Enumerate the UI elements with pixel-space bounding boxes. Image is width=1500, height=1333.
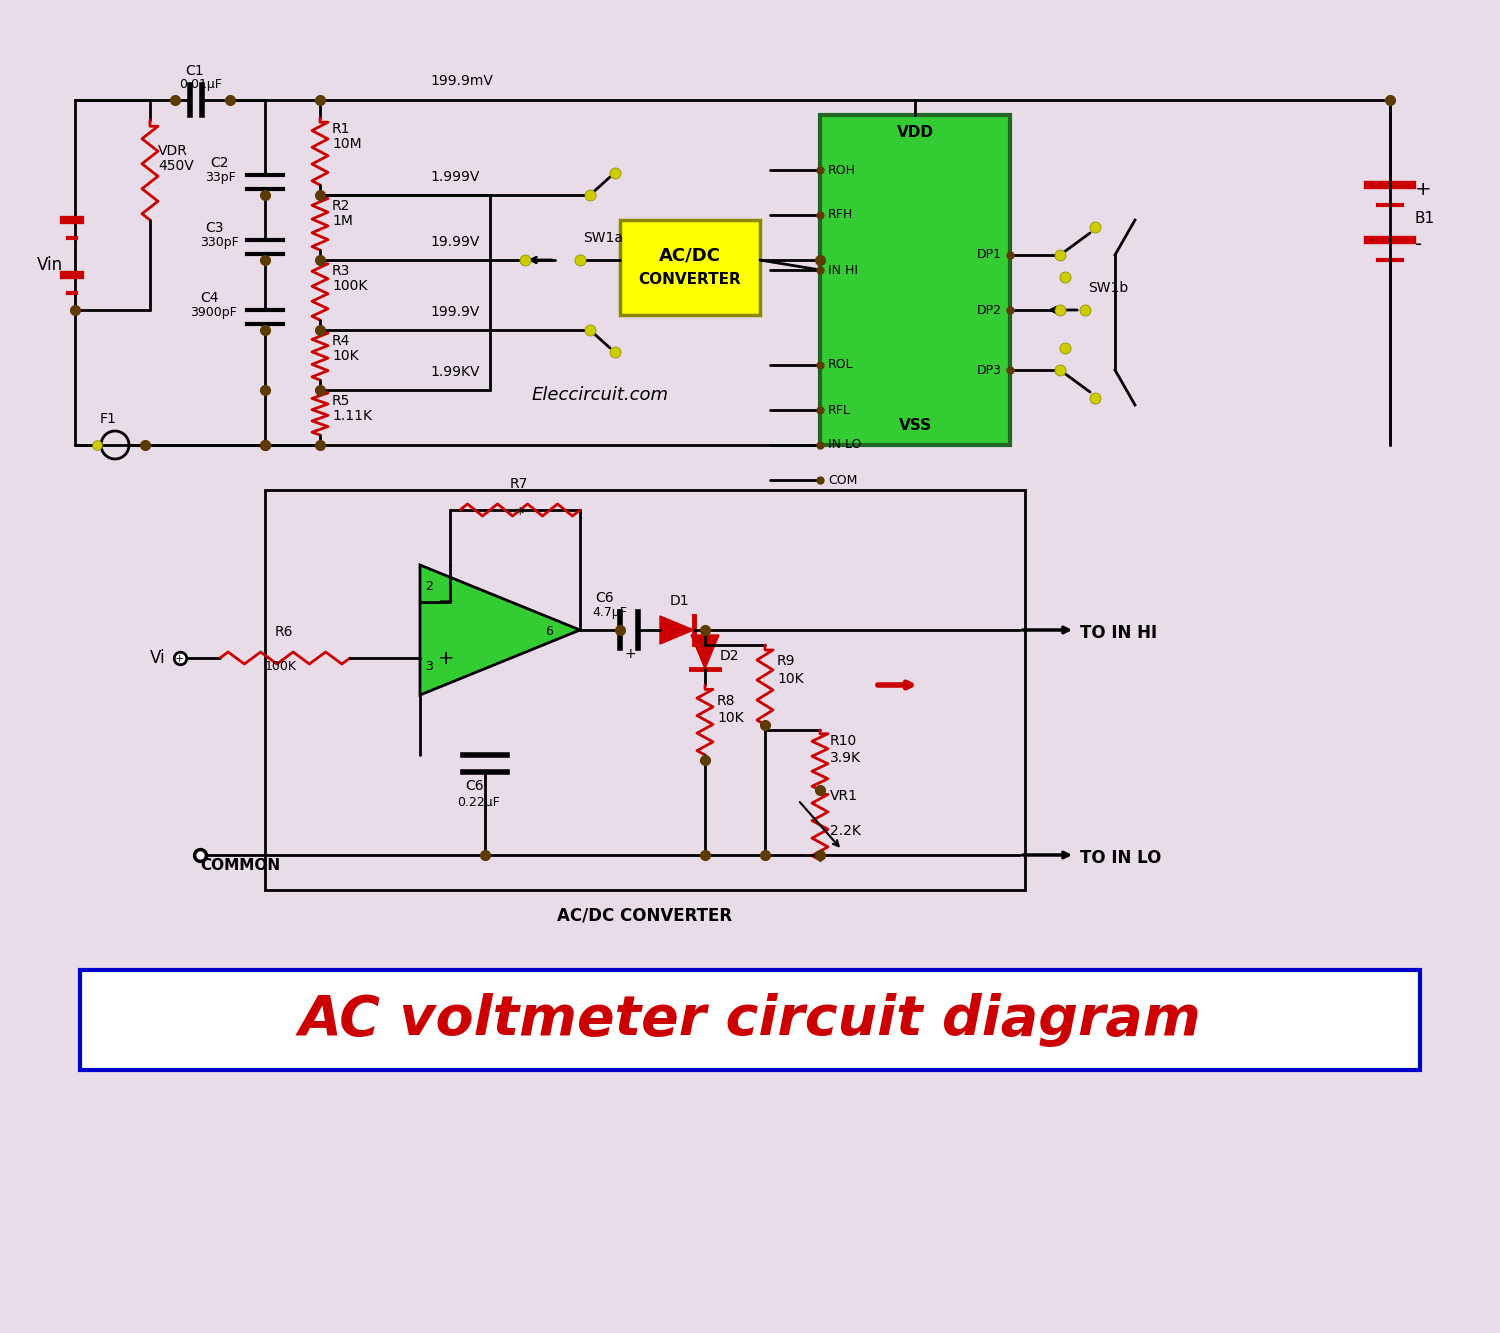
Text: RFL: RFL xyxy=(828,404,850,416)
Text: 1.999V: 1.999V xyxy=(430,171,480,184)
Text: C4: C4 xyxy=(200,291,219,305)
Text: TO IN HI: TO IN HI xyxy=(1080,624,1156,643)
Text: 6: 6 xyxy=(544,625,554,639)
Text: 2: 2 xyxy=(424,580,433,593)
Text: DP1: DP1 xyxy=(976,248,1002,261)
Text: 10M: 10M xyxy=(332,137,362,151)
Text: VDR: VDR xyxy=(158,144,188,159)
Text: +: + xyxy=(1414,180,1431,199)
Text: -: - xyxy=(1414,235,1422,255)
Text: 100K: 100K xyxy=(332,279,368,293)
FancyBboxPatch shape xyxy=(620,220,760,315)
Polygon shape xyxy=(660,616,693,644)
Text: SW1b: SW1b xyxy=(1088,281,1128,295)
Text: VDD: VDD xyxy=(897,125,933,140)
Text: 1.11K: 1.11K xyxy=(332,409,372,423)
Text: 0.22μF: 0.22μF xyxy=(458,796,500,809)
Text: 2.2K: 2.2K xyxy=(830,824,861,838)
Text: DP2: DP2 xyxy=(976,304,1002,316)
Text: R7: R7 xyxy=(510,477,528,491)
Text: Eleccircuit.com: Eleccircuit.com xyxy=(531,387,669,404)
Text: R9: R9 xyxy=(777,655,795,668)
Text: R4: R4 xyxy=(332,335,351,348)
Text: CONVERTER: CONVERTER xyxy=(639,272,741,287)
Text: C2: C2 xyxy=(210,156,228,171)
Polygon shape xyxy=(420,565,580,694)
Text: ROH: ROH xyxy=(828,164,856,176)
Text: 19.99V: 19.99V xyxy=(430,235,480,249)
Text: 199.9V: 199.9V xyxy=(430,305,480,319)
Text: *: * xyxy=(514,507,523,524)
Text: R6: R6 xyxy=(274,625,294,639)
Text: 10K: 10K xyxy=(717,710,744,725)
Text: 0.01μF: 0.01μF xyxy=(178,79,222,91)
Text: Vi: Vi xyxy=(150,649,165,666)
Text: IN LO: IN LO xyxy=(828,439,861,452)
Text: R2: R2 xyxy=(332,199,351,213)
Text: 10K: 10K xyxy=(332,349,358,363)
Text: VSS: VSS xyxy=(898,419,932,433)
Text: 33pF: 33pF xyxy=(206,171,236,184)
Text: 450V: 450V xyxy=(158,159,194,173)
Text: C3: C3 xyxy=(206,221,224,235)
Text: 330pF: 330pF xyxy=(200,236,238,249)
Text: 3: 3 xyxy=(424,660,433,673)
Text: 10K: 10K xyxy=(777,672,804,686)
Text: COM: COM xyxy=(828,473,858,487)
Text: IN HI: IN HI xyxy=(828,264,858,276)
Text: B1: B1 xyxy=(1414,211,1436,227)
Text: 3.9K: 3.9K xyxy=(830,750,861,765)
Text: COMMON: COMMON xyxy=(200,858,280,873)
Text: C1: C1 xyxy=(184,64,204,79)
Text: AC/DC CONVERTER: AC/DC CONVERTER xyxy=(558,906,732,924)
Text: R1: R1 xyxy=(332,123,351,136)
Text: TO IN LO: TO IN LO xyxy=(1080,849,1161,866)
Text: F1: F1 xyxy=(100,412,117,427)
Text: 1M: 1M xyxy=(332,215,352,228)
FancyBboxPatch shape xyxy=(821,115,1010,445)
Text: R10: R10 xyxy=(830,734,858,748)
Text: +: + xyxy=(438,648,454,668)
Text: C6: C6 xyxy=(465,778,483,793)
Text: ROL: ROL xyxy=(828,359,854,372)
Text: +: + xyxy=(624,647,636,661)
Text: D1: D1 xyxy=(670,595,690,608)
Text: 1.99KV: 1.99KV xyxy=(430,365,480,379)
Text: 199.9mV: 199.9mV xyxy=(430,75,494,88)
Text: DP3: DP3 xyxy=(976,364,1002,376)
Text: VR1: VR1 xyxy=(830,789,858,802)
Text: RFH: RFH xyxy=(828,208,854,221)
Text: 100K: 100K xyxy=(266,660,297,673)
Text: 3900pF: 3900pF xyxy=(190,307,237,319)
Polygon shape xyxy=(692,635,718,669)
Text: R5: R5 xyxy=(332,395,351,408)
Text: AC/DC: AC/DC xyxy=(658,247,722,264)
Text: AC voltmeter circuit diagram: AC voltmeter circuit diagram xyxy=(298,993,1202,1046)
Text: +: + xyxy=(174,655,183,664)
Text: Vin: Vin xyxy=(38,256,63,275)
Text: SW1a: SW1a xyxy=(584,231,622,245)
Text: R8: R8 xyxy=(717,694,735,708)
FancyBboxPatch shape xyxy=(80,970,1420,1070)
Text: 4.7μF: 4.7μF xyxy=(592,607,627,619)
Text: −: − xyxy=(438,592,454,612)
Text: C6: C6 xyxy=(596,591,613,605)
Text: D2: D2 xyxy=(720,649,740,663)
Text: R3: R3 xyxy=(332,264,351,279)
